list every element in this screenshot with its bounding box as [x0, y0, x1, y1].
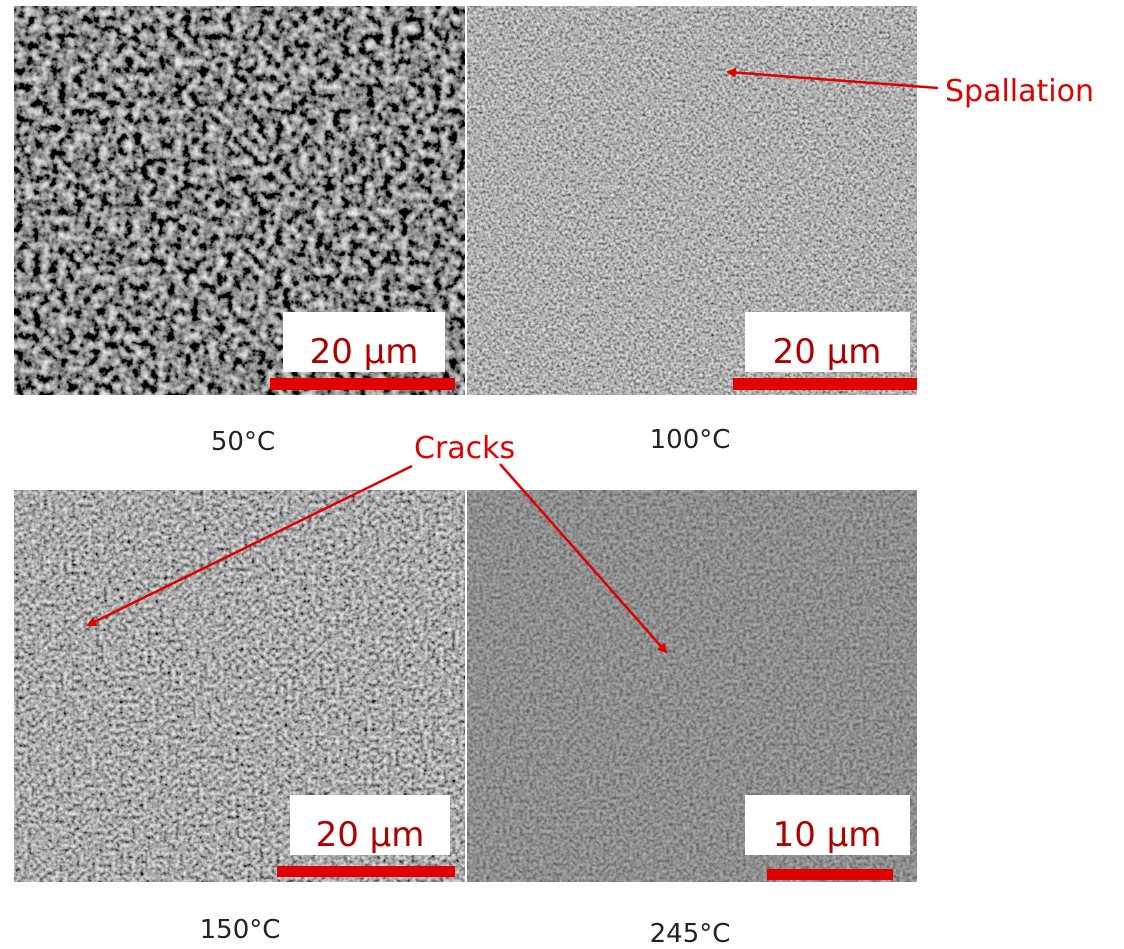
scale-label: 10 µm [773, 815, 882, 855]
scale-label: 20 µm [316, 815, 425, 855]
temperature-label: 50°C [211, 427, 275, 457]
sem-panel: 20 µm [467, 6, 917, 395]
sem-panel: 10 µm [467, 490, 917, 882]
annotation: Spallation [945, 74, 1094, 109]
figure: 20 µm 20 µm 20 µm 10 µm 50°C 100°C 150°C… [0, 0, 1124, 949]
sem-panel: 20 µm [14, 490, 465, 882]
scale-label: 20 µm [773, 332, 882, 372]
temperature-label: 245°C [650, 919, 731, 949]
annotation: Cracks [414, 431, 515, 466]
temperature-label: 150°C [200, 915, 281, 945]
sem-panel: 20 µm [14, 6, 465, 395]
temperature-label: 100°C [650, 425, 731, 455]
scale-label: 20 µm [310, 332, 419, 372]
